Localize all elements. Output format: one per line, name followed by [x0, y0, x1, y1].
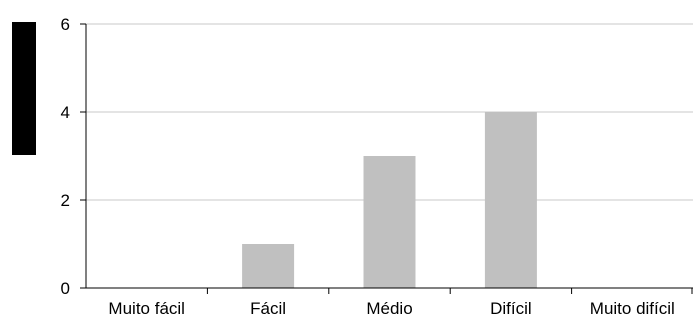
y-tick-label: 6 [61, 15, 70, 34]
x-tick-labels: Muito fácil Fácil Médio Difícil Muito difíci… [108, 299, 674, 318]
bars [242, 112, 537, 288]
x-tick-label: Difícil [490, 299, 532, 318]
x-tick-label: Médio [366, 299, 412, 318]
bar-3 [484, 112, 537, 288]
x-tick-label: Muito difícil [590, 299, 675, 318]
x-tick-label: Muito fácil [108, 299, 185, 318]
legend-marker [12, 22, 36, 155]
y-tick-label: 2 [61, 191, 70, 210]
y-tick-label: 4 [61, 103, 70, 122]
axes [80, 23, 693, 294]
bar-2 [363, 156, 416, 288]
bar-1 [242, 244, 295, 288]
x-tick-label: Fácil [250, 299, 286, 318]
y-tick-labels: 0 2 4 6 [61, 15, 70, 298]
y-tick-label: 0 [61, 279, 70, 298]
